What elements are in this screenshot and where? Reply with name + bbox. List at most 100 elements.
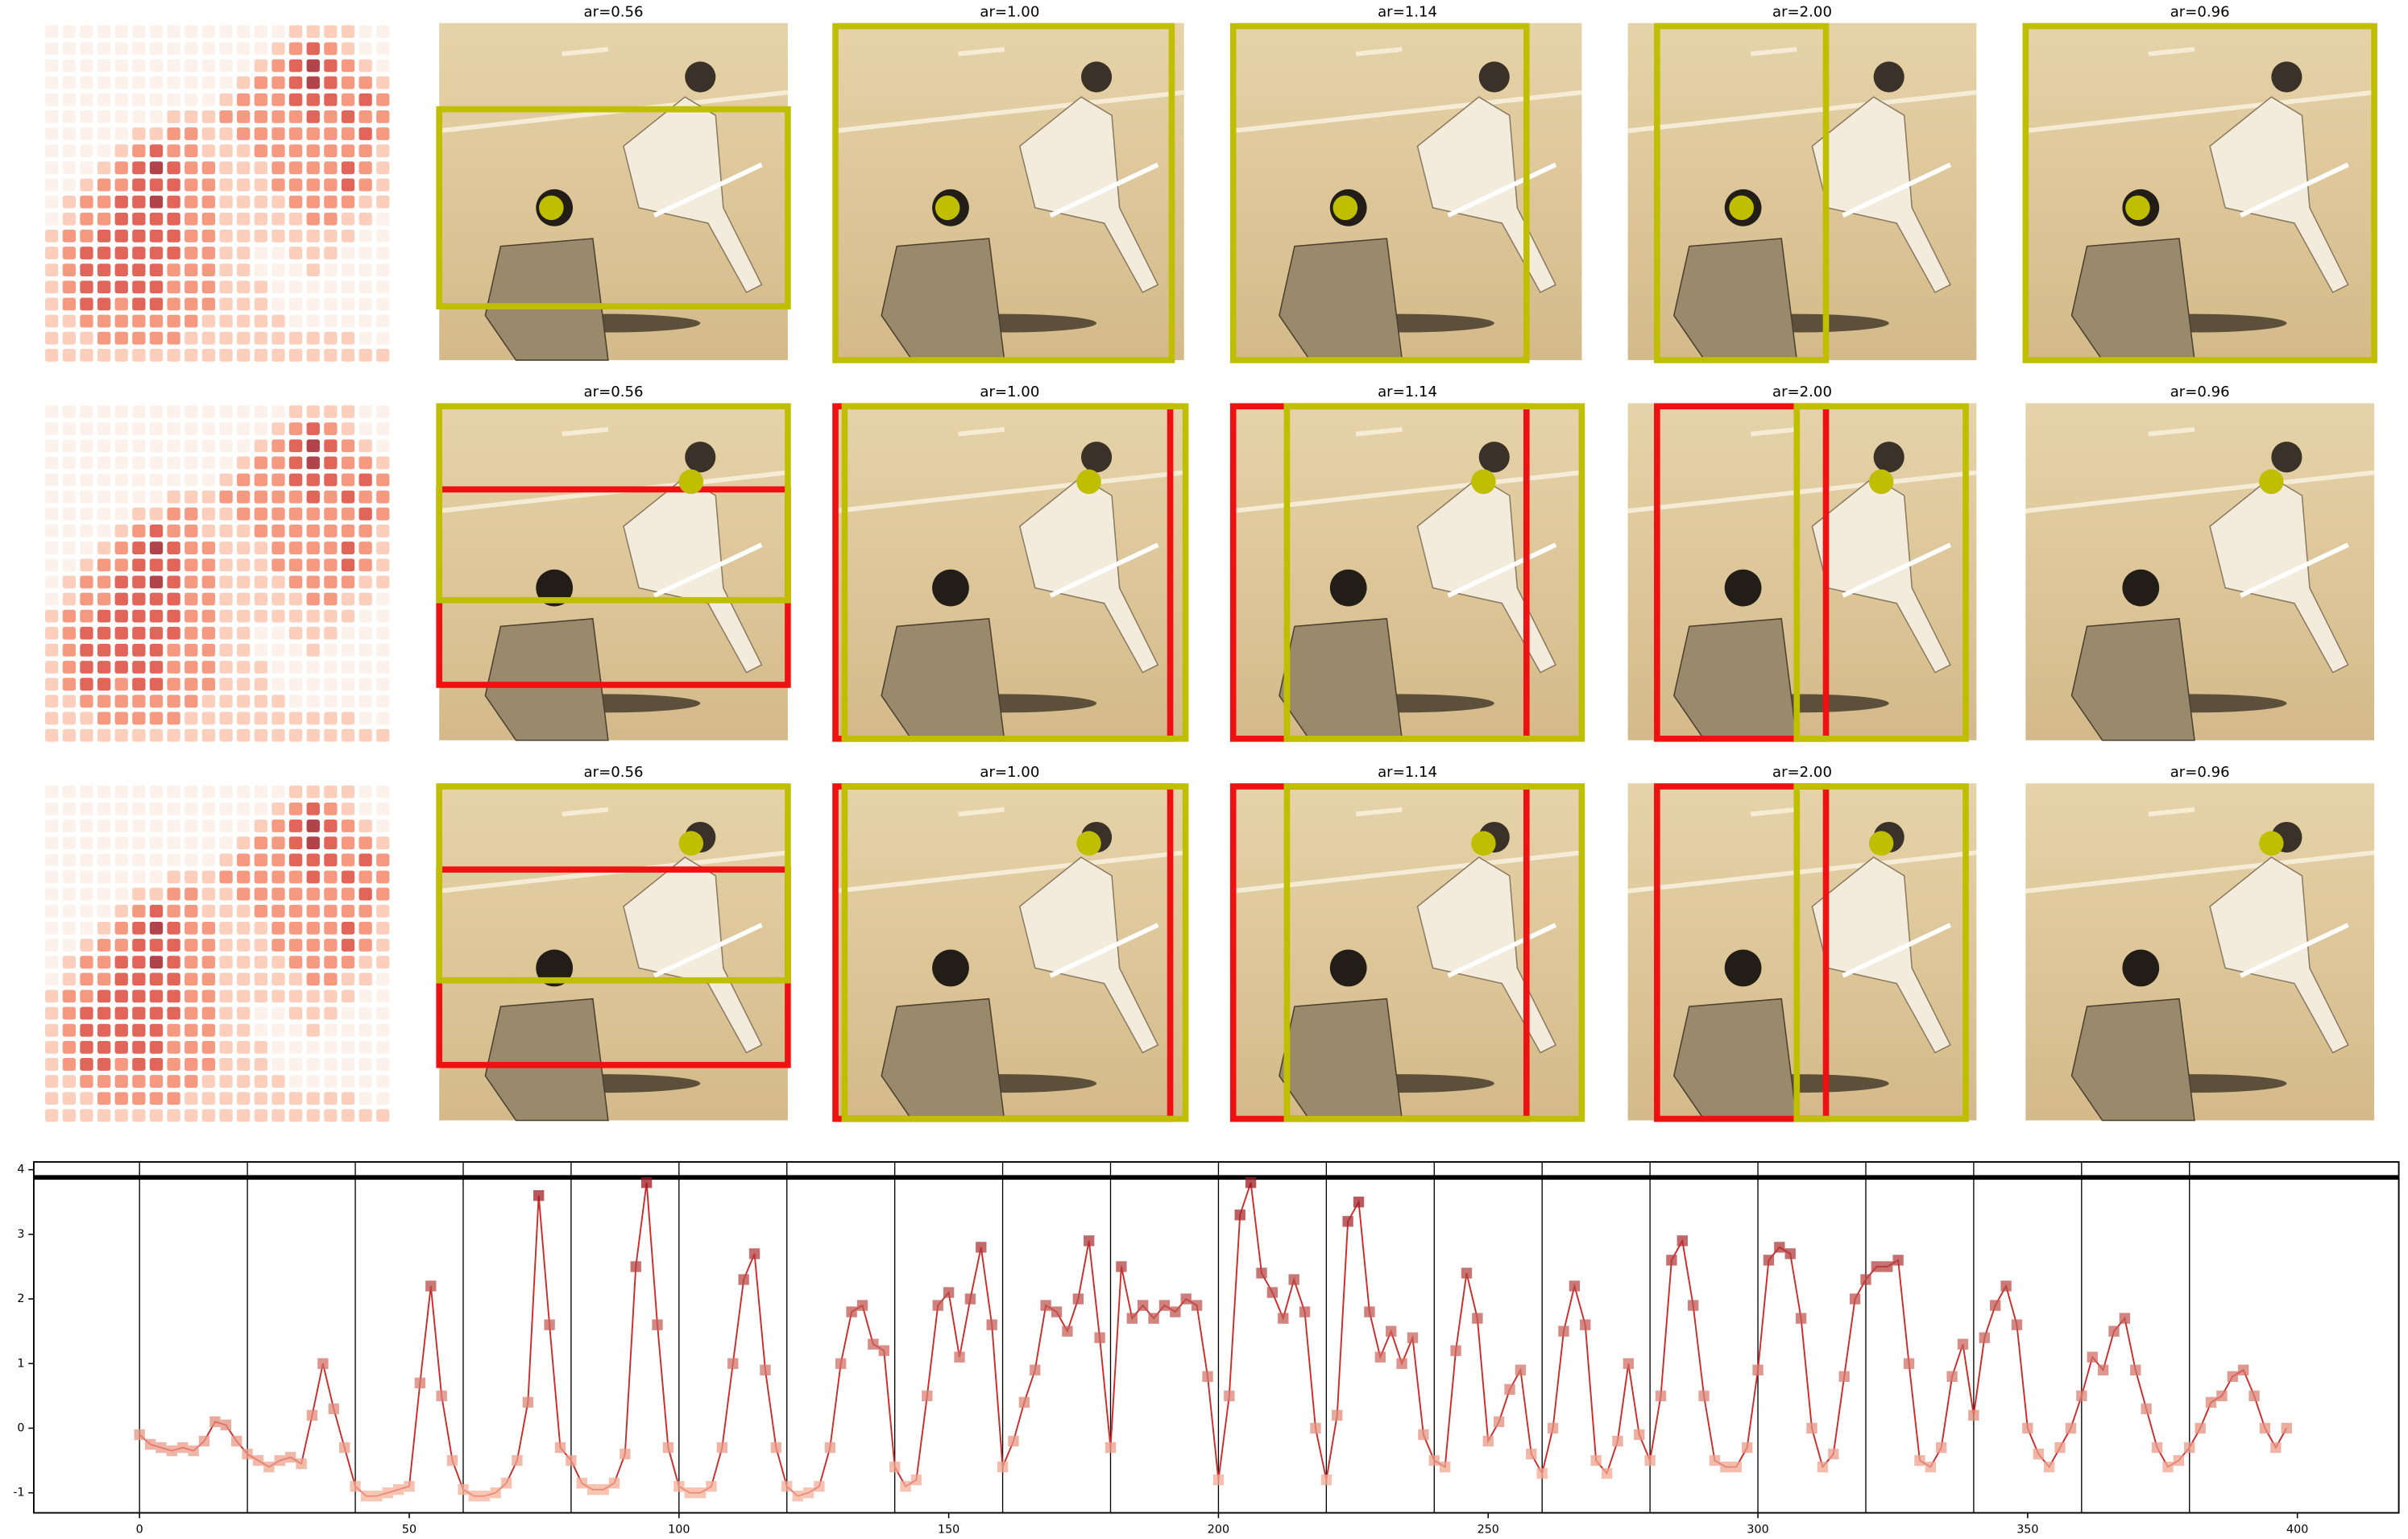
heatmap-cell <box>132 59 146 73</box>
heatmap-cell <box>306 904 320 918</box>
data-marker <box>1212 1474 1225 1486</box>
heatmap-cell <box>359 695 372 708</box>
heatmap-cell <box>341 314 355 328</box>
heatmap-cell <box>167 609 180 623</box>
heatmap-cell <box>167 1092 180 1106</box>
data-marker <box>1580 1319 1591 1330</box>
heatmap-cell <box>80 42 93 56</box>
heatmap-cell <box>219 42 233 56</box>
heatmap-cell <box>376 785 390 799</box>
heatmap-cell <box>306 1075 320 1088</box>
panel-title: ar=0.56 <box>584 764 644 781</box>
data-marker <box>1903 1358 1915 1369</box>
heatmap-cell <box>288 1040 303 1054</box>
heatmap-cell <box>114 76 128 89</box>
heatmap-cell <box>254 490 267 504</box>
heatmap-cell <box>62 939 76 952</box>
heatmap-cell <box>341 405 355 418</box>
heatmap-cell <box>271 229 285 243</box>
heatmap-cell <box>149 870 164 884</box>
heatmap-cell <box>201 473 216 487</box>
heatmap-cell <box>359 110 372 123</box>
photo-panel: ar=1.14 <box>1229 3 1582 363</box>
heatmap-cell <box>254 678 267 691</box>
heatmap-cell <box>167 93 180 106</box>
heatmap-cell <box>254 989 267 1003</box>
heatmap-cell <box>359 422 372 436</box>
crop-box <box>1229 23 1530 363</box>
heatmap-cell <box>324 280 338 294</box>
data-marker <box>640 1177 653 1188</box>
heatmap-cell <box>132 853 146 867</box>
heatmap-cell <box>201 989 216 1003</box>
heatmap-cell <box>132 626 146 640</box>
heatmap-cell <box>97 439 111 453</box>
heatmap-cell <box>149 887 164 901</box>
heatmap-cell <box>114 161 128 175</box>
heatmap-cell <box>201 644 216 657</box>
heatmap-cell <box>219 558 233 572</box>
heatmap-cell <box>376 678 390 691</box>
player-stick <box>2239 162 2349 218</box>
heatmap-cell <box>132 263 146 277</box>
field-line <box>2025 470 2375 513</box>
heatmap-cell <box>271 853 285 867</box>
heatmap-cell <box>97 1023 111 1037</box>
heatmap-cell <box>62 1109 76 1122</box>
heatmap-cell <box>219 661 233 674</box>
data-marker <box>1946 1371 1958 1382</box>
heatmap-cell <box>80 93 93 106</box>
player-body <box>1018 96 1159 293</box>
heatmap-cell <box>167 473 180 487</box>
data-marker <box>1892 1255 1904 1266</box>
field-line <box>2148 807 2195 817</box>
data-marker <box>2162 1461 2174 1473</box>
heatmap-cell <box>271 609 285 623</box>
heatmap-cell <box>271 59 285 73</box>
heatmap-cell <box>45 297 59 311</box>
data-marker <box>458 1483 469 1495</box>
heatmap-cell <box>271 870 285 884</box>
heatmap-cell <box>306 695 320 708</box>
heatmap-cell <box>97 490 111 504</box>
heatmap-cell <box>359 161 372 175</box>
heatmap-cell <box>237 212 251 226</box>
heatmap-cell <box>45 93 59 106</box>
heatmap-cell <box>132 1109 146 1122</box>
heatmap-cell <box>97 836 111 850</box>
heatmap-cell <box>288 405 303 418</box>
heatmap-cell <box>341 422 355 436</box>
heatmap-cell <box>359 904 372 918</box>
heatmap-cell <box>271 456 285 470</box>
heatmap-cell <box>376 178 390 192</box>
panel-title: ar=1.00 <box>980 384 1039 400</box>
heatmap-cell <box>376 93 390 106</box>
data-marker <box>371 1490 383 1502</box>
player-body <box>1416 96 1557 293</box>
heatmap-cell <box>271 422 285 436</box>
heatmap-cell <box>149 525 164 537</box>
heatmap-cell <box>376 507 390 521</box>
heatmap-cell <box>288 803 303 815</box>
data-marker <box>1224 1390 1235 1402</box>
photo-panel: ar=0.56 <box>436 384 791 741</box>
heatmap-cell <box>201 853 216 867</box>
heatmap-cell <box>45 525 59 537</box>
data-marker <box>1018 1396 1030 1408</box>
heatmap-cell <box>219 161 233 175</box>
heatmap-cell <box>184 853 198 867</box>
data-marker <box>252 1454 264 1466</box>
heatmap-cell <box>167 263 180 277</box>
focus-point <box>1076 469 1101 495</box>
player-head <box>1329 949 1367 987</box>
heatmap-cell <box>359 439 372 453</box>
heatmap-cell <box>254 439 267 453</box>
heatmap-cell <box>219 921 233 935</box>
photo-panel: ar=2.00 <box>1627 384 1977 742</box>
heatmap-cell <box>376 314 390 328</box>
heatmap-cell <box>219 1075 233 1088</box>
heatmap-cell <box>97 229 111 243</box>
player-head <box>2271 61 2302 93</box>
heatmap-cell <box>237 939 251 952</box>
player-head <box>1478 442 1510 473</box>
